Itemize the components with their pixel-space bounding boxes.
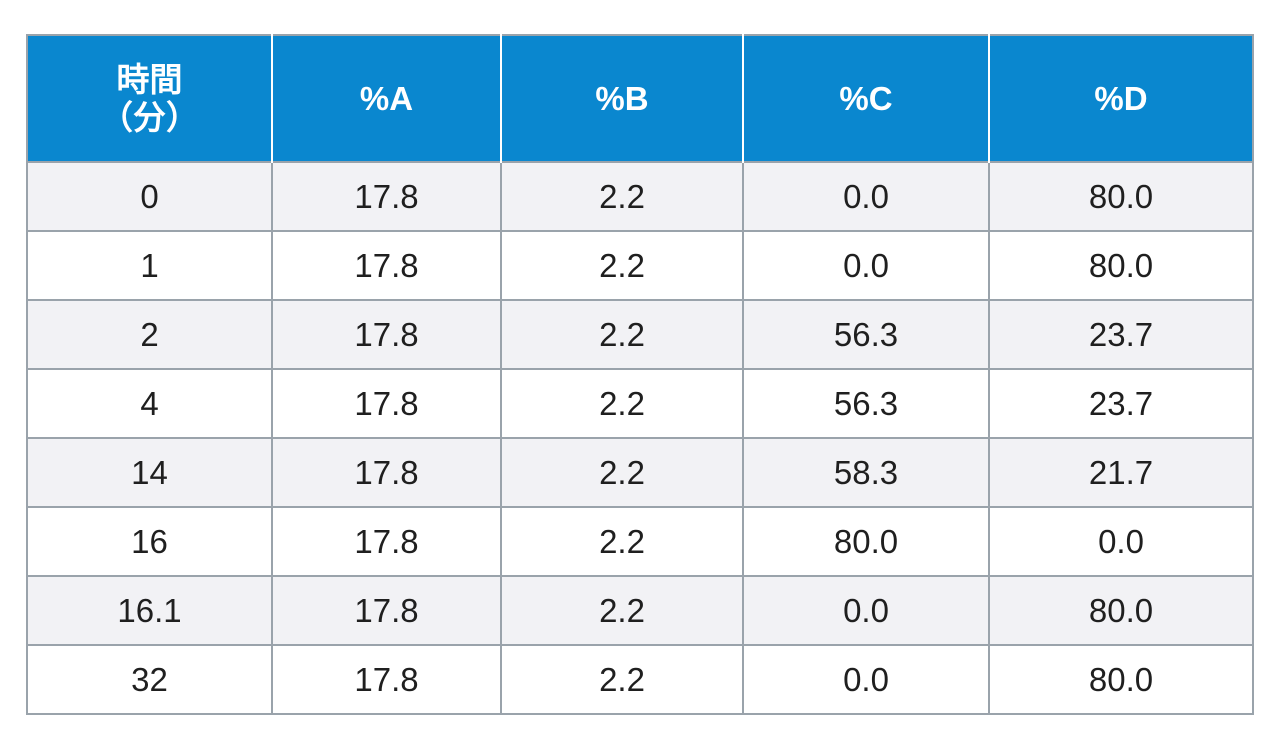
cell-d: 21.7 (988, 437, 1254, 508)
cell-time: 32 (26, 644, 273, 715)
column-header-time: 時間 （分） (26, 34, 273, 162)
cell-b: 2.2 (500, 230, 744, 301)
column-header-c: %C (742, 34, 990, 162)
table-row: 2 17.8 2.2 56.3 23.7 (26, 299, 1254, 370)
table-body: 0 17.8 2.2 0.0 80.0 1 17.8 2.2 0.0 80.0 … (26, 161, 1254, 715)
cell-a: 17.8 (271, 644, 502, 715)
cell-b: 2.2 (500, 299, 744, 370)
cell-b: 2.2 (500, 368, 744, 439)
cell-a: 17.8 (271, 299, 502, 370)
cell-c: 0.0 (742, 161, 990, 232)
cell-d: 80.0 (988, 575, 1254, 646)
cell-a: 17.8 (271, 575, 502, 646)
cell-a: 17.8 (271, 506, 502, 577)
table-row: 32 17.8 2.2 0.0 80.0 (26, 644, 1254, 715)
header-row: 時間 （分） %A %B %C %D (26, 34, 1254, 162)
cell-time: 0 (26, 161, 273, 232)
table-row: 0 17.8 2.2 0.0 80.0 (26, 161, 1254, 232)
cell-b: 2.2 (500, 506, 744, 577)
gradient-table-container: 時間 （分） %A %B %C %D 0 17.8 2.2 0.0 80.0 1… (26, 34, 1254, 715)
column-header-d: %D (988, 34, 1254, 162)
cell-c: 0.0 (742, 230, 990, 301)
cell-c: 56.3 (742, 368, 990, 439)
column-header-b: %B (500, 34, 744, 162)
cell-c: 58.3 (742, 437, 990, 508)
cell-a: 17.8 (271, 161, 502, 232)
cell-d: 80.0 (988, 230, 1254, 301)
cell-a: 17.8 (271, 437, 502, 508)
cell-b: 2.2 (500, 161, 744, 232)
column-header-a: %A (271, 34, 502, 162)
table-header: 時間 （分） %A %B %C %D (26, 34, 1254, 162)
cell-b: 2.2 (500, 644, 744, 715)
cell-c: 0.0 (742, 644, 990, 715)
cell-d: 0.0 (988, 506, 1254, 577)
table-row: 16.1 17.8 2.2 0.0 80.0 (26, 575, 1254, 646)
cell-b: 2.2 (500, 437, 744, 508)
column-header-time-unit: （分） (100, 98, 199, 136)
cell-d: 80.0 (988, 644, 1254, 715)
cell-time: 4 (26, 368, 273, 439)
cell-b: 2.2 (500, 575, 744, 646)
cell-time: 16 (26, 506, 273, 577)
cell-time: 14 (26, 437, 273, 508)
cell-d: 23.7 (988, 299, 1254, 370)
cell-c: 80.0 (742, 506, 990, 577)
cell-d: 23.7 (988, 368, 1254, 439)
table-row: 4 17.8 2.2 56.3 23.7 (26, 368, 1254, 439)
cell-time: 1 (26, 230, 273, 301)
table-row: 1 17.8 2.2 0.0 80.0 (26, 230, 1254, 301)
table-row: 14 17.8 2.2 58.3 21.7 (26, 437, 1254, 508)
cell-d: 80.0 (988, 161, 1254, 232)
cell-a: 17.8 (271, 368, 502, 439)
cell-c: 56.3 (742, 299, 990, 370)
cell-time: 16.1 (26, 575, 273, 646)
cell-time: 2 (26, 299, 273, 370)
cell-a: 17.8 (271, 230, 502, 301)
cell-c: 0.0 (742, 575, 990, 646)
gradient-table: 時間 （分） %A %B %C %D 0 17.8 2.2 0.0 80.0 1… (26, 34, 1254, 715)
table-row: 16 17.8 2.2 80.0 0.0 (26, 506, 1254, 577)
column-header-time-label: 時間 (116, 60, 183, 98)
